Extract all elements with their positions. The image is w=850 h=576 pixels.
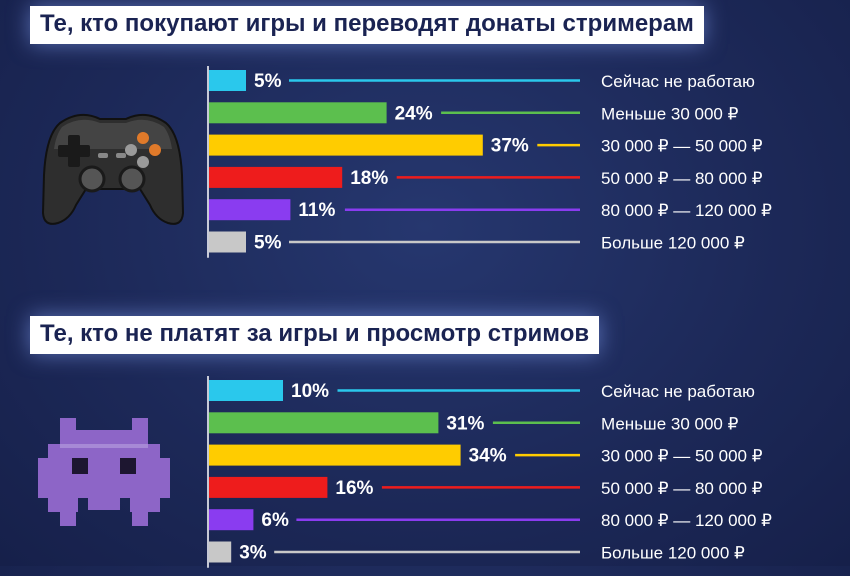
bar-value-label: 3% [239,543,267,564]
bar [209,231,246,253]
bar-value-label: 6% [261,510,289,531]
bar-value-label: 16% [335,478,373,499]
bar [209,102,387,124]
bar [209,134,483,156]
category-label: 80 000 ₽ — 120 000 ₽ [601,201,772,220]
non-payers-bar-chart: 10% Сейчас не работаю 31% Меньше 30 000 ₽ 34… [207,376,772,568]
space-invader-icon [38,418,170,526]
category-label: 30 000 ₽ — 50 000 ₽ [601,447,763,466]
bar-value-label: 34% [469,446,507,467]
category-label: Сейчас не работаю [601,382,755,401]
bar-value-label: 18% [350,168,388,189]
bar-value-label: 11% [298,200,335,221]
category-label: 50 000 ₽ — 80 000 ₽ [601,169,763,188]
chart-title-non-payers: Те, кто не платят за игры и просмотр стр… [30,316,600,354]
bar [209,541,232,563]
category-label: Больше 120 000 ₽ [601,544,745,563]
gamepad-icon [41,113,185,225]
chart-title-buyers: Те, кто покупают игры и переводят донаты… [30,6,704,44]
bar-value-label: 31% [446,413,484,434]
bar [209,476,328,498]
bar [209,444,461,466]
category-label: Меньше 30 000 ₽ [601,414,739,433]
bar-value-label: 24% [395,103,433,124]
category-label: 50 000 ₽ — 80 000 ₽ [601,479,763,498]
category-label: Больше 120 000 ₽ [601,234,745,253]
bar [209,380,283,401]
bar [209,412,439,434]
bar-value-label: 10% [291,381,329,402]
category-label: 80 000 ₽ — 120 000 ₽ [601,511,772,530]
buyers-bar-chart: 5% Сейчас не работаю 24% Меньше 30 000 ₽ 37%… [207,66,772,258]
category-label: Меньше 30 000 ₽ [601,104,739,123]
bar [209,509,254,531]
bar [209,166,343,188]
bar-value-label: 37% [491,136,529,157]
category-label: Сейчас не работаю [601,72,755,91]
bar [209,70,246,91]
bar-value-label: 5% [254,71,282,92]
bar [209,199,291,221]
category-label: 30 000 ₽ — 50 000 ₽ [601,137,763,156]
bar-value-label: 5% [254,233,282,254]
